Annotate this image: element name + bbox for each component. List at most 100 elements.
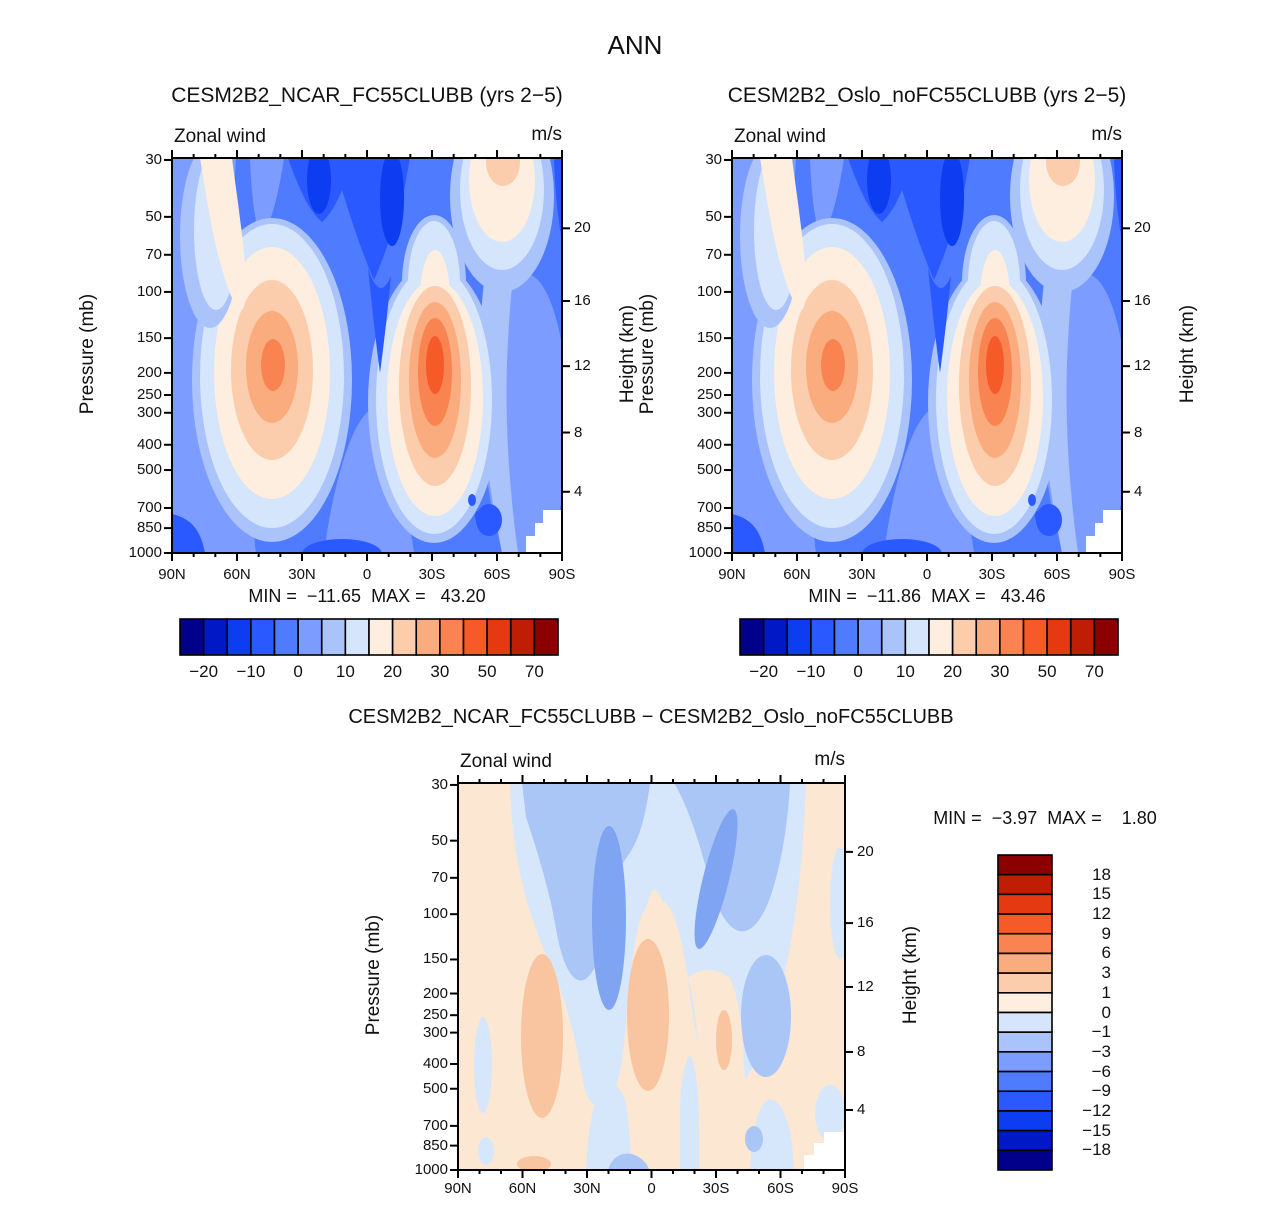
pressure-tick-label: 700 [136, 498, 162, 516]
panel-title: CESM2B2_NCAR_FC55CLUBB − CESM2B2_Oslo_no… [348, 706, 954, 728]
colorbar-cell [833, 618, 859, 656]
height-tick-label: 12 [1134, 357, 1151, 375]
colorbar-tick-label: −20 [749, 662, 779, 681]
colorbar-cell [997, 893, 1053, 915]
colorbar-cell [202, 618, 229, 656]
colorbar-cell [1093, 618, 1119, 656]
pressure-tick-label: 300 [422, 1023, 448, 1041]
colorbar-tick-label: −9 [1091, 1081, 1111, 1101]
pressure-axis-label: Pressure (mb) [77, 293, 98, 415]
colorbar [739, 618, 1119, 656]
pressure-tick-label: 70 [145, 245, 162, 263]
colorbar-tick-label: 1 [1101, 982, 1111, 1002]
pressure-tick-label: 30 [145, 150, 162, 168]
height-axis-label: Height (km) [900, 925, 921, 1025]
min-max-stats: MIN = −3.97 MAX = 1.80 [933, 808, 1157, 828]
panel-title: CESM2B2_NCAR_FC55CLUBB (yrs 2−5) [171, 84, 563, 107]
pressure-tick-label: 100 [136, 282, 162, 300]
latitude-tick-label: 90S [1108, 566, 1136, 583]
pressure-tick-label: 500 [136, 461, 162, 479]
latitude-tick-label: 60N [223, 566, 251, 583]
height-tick-label: 8 [574, 423, 583, 441]
min-max-stats: MIN = −11.65 MAX = 43.20 [248, 586, 486, 606]
pressure-tick-label: 1000 [414, 1161, 448, 1178]
field-label: Zonal wind [460, 751, 552, 772]
pressure-tick-label: 70 [705, 245, 722, 263]
colorbar-cell [997, 972, 1053, 994]
colorbar-cell [415, 618, 441, 656]
colorbar-tick-label: 0 [853, 662, 863, 681]
colorbar-tick-label: −18 [1082, 1140, 1111, 1160]
pressure-tick-label: 850 [696, 519, 722, 537]
pressure-tick-label: 850 [136, 519, 162, 537]
pressure-tick-label: 150 [422, 950, 448, 968]
colorbar-cell [997, 1070, 1053, 1093]
units-label: m/s [531, 124, 562, 145]
latitude-tick-label: 0 [647, 1180, 656, 1197]
pressure-tick-label: 1000 [688, 544, 722, 561]
colorbar-cell [391, 618, 418, 656]
colorbar-tick-label: 50 [477, 662, 497, 681]
colorbar-cell [997, 992, 1053, 1014]
pressure-tick-label: 100 [422, 905, 448, 923]
pressure-tick-label: 150 [696, 329, 722, 347]
colorbar-cell [462, 618, 488, 656]
colorbar-cell [533, 618, 559, 656]
colorbar-cell [1069, 618, 1096, 656]
colorbar-cell [999, 618, 1025, 656]
height-tick-label: 8 [1134, 423, 1143, 441]
colorbar-cell [928, 618, 954, 656]
colorbar-tick-label: 12 [1092, 904, 1111, 924]
pressure-axis-label: Pressure (mb) [637, 293, 658, 415]
colorbar-cell [250, 618, 276, 656]
colorbar-tick-label: −10 [236, 662, 266, 681]
colorbar-cell [997, 1110, 1053, 1132]
height-tick-label: 16 [857, 914, 874, 932]
pressure-tick-label: 1000 [128, 544, 162, 561]
height-tick-label: 4 [1134, 482, 1143, 500]
pressure-tick-label: 850 [422, 1136, 448, 1154]
pressure-tick-label: 400 [422, 1054, 448, 1072]
colorbar-cell [997, 932, 1053, 955]
colorbar-cell [997, 873, 1053, 896]
colorbar-cell [739, 618, 765, 656]
colorbar-cell [997, 1149, 1053, 1171]
height-tick-label: 8 [857, 1042, 866, 1060]
pressure-tick-label: 400 [136, 435, 162, 453]
colorbar-cell [997, 1031, 1053, 1053]
colorbar-tick-label: 10 [335, 662, 355, 681]
colorbar-cell [273, 618, 299, 656]
colorbar-tick-label: 9 [1101, 923, 1111, 943]
latitude-tick-label: 60S [483, 566, 511, 583]
height-axis-label: Height (km) [1177, 304, 1198, 404]
pressure-tick-label: 500 [696, 461, 722, 479]
colorbar-tick-label: 50 [1037, 662, 1057, 681]
latitude-tick-label: 90S [831, 1180, 859, 1197]
colorbar-cell [486, 618, 512, 656]
colorbar-cell [786, 618, 812, 656]
latitude-tick-label: 60N [508, 1180, 537, 1197]
latitude-tick-label: 90N [444, 1180, 472, 1197]
colorbar-cell [997, 1051, 1053, 1073]
height-tick-label: 16 [574, 291, 591, 309]
colorbar-tick-label: 0 [1101, 1002, 1111, 1022]
colorbar-tick-label: 70 [1084, 662, 1104, 681]
colorbar-cell [439, 618, 465, 656]
pressure-tick-label: 150 [136, 329, 162, 347]
colorbar-cell [880, 618, 907, 656]
height-tick-label: 12 [574, 357, 591, 375]
colorbar-tick-label: 20 [943, 662, 963, 681]
latitude-tick-label: 30S [978, 566, 1006, 583]
latitude-tick-label: 30S [418, 566, 446, 583]
pressure-tick-label: 250 [696, 386, 722, 403]
pressure-tick-label: 30 [431, 775, 448, 793]
field-label: Zonal wind [174, 126, 266, 147]
colorbar-cell [997, 913, 1053, 935]
latitude-tick-label: 30N [573, 1180, 601, 1197]
colorbar-tick-label: 30 [430, 662, 450, 681]
height-tick-label: 4 [857, 1101, 866, 1118]
units-label: m/s [814, 749, 845, 770]
pressure-tick-label: 100 [696, 282, 722, 300]
colorbar-cell [997, 952, 1053, 974]
